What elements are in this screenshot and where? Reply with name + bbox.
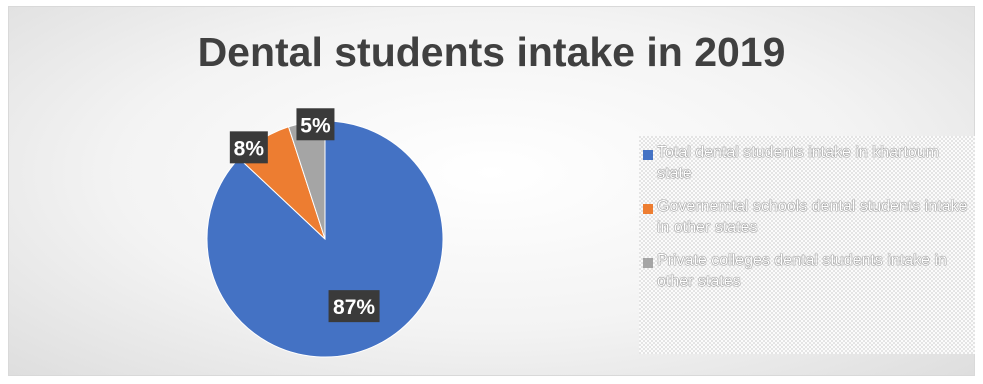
data-label-box [328, 290, 380, 323]
pie-chart: 87% 8% 5% [206, 108, 444, 358]
data-label: 8% [229, 131, 268, 164]
data-label-text: 87% [333, 296, 375, 319]
chart-area: Dental students intake in 2019 87% 8% 5% T… [8, 6, 975, 376]
chart-title: Dental students intake in 2019 [197, 29, 786, 75]
legend-swatch [643, 150, 653, 160]
data-label: 5% [296, 108, 335, 141]
data-label: 87% [328, 290, 380, 323]
data-label-text: 5% [300, 114, 331, 137]
legend-label: Total dental students intake in khartoum… [657, 144, 939, 182]
legend-item: Governemtal schools dental students inta… [639, 196, 975, 238]
legend-label: Governemtal schools dental students inta… [657, 198, 968, 236]
legend: Total dental students intake in khartoum… [639, 136, 975, 354]
pie-slice [206, 120, 444, 358]
legend-item: Private colleges dental students intake … [639, 250, 975, 292]
data-label-box [229, 131, 268, 164]
data-label-text: 8% [234, 137, 265, 160]
legend-item: Total dental students intake in khartoum… [639, 142, 975, 184]
data-label-box [296, 108, 335, 141]
legend-label: Private colleges dental students intake … [657, 252, 947, 290]
legend-swatch [643, 258, 653, 268]
legend-swatch [643, 204, 653, 214]
